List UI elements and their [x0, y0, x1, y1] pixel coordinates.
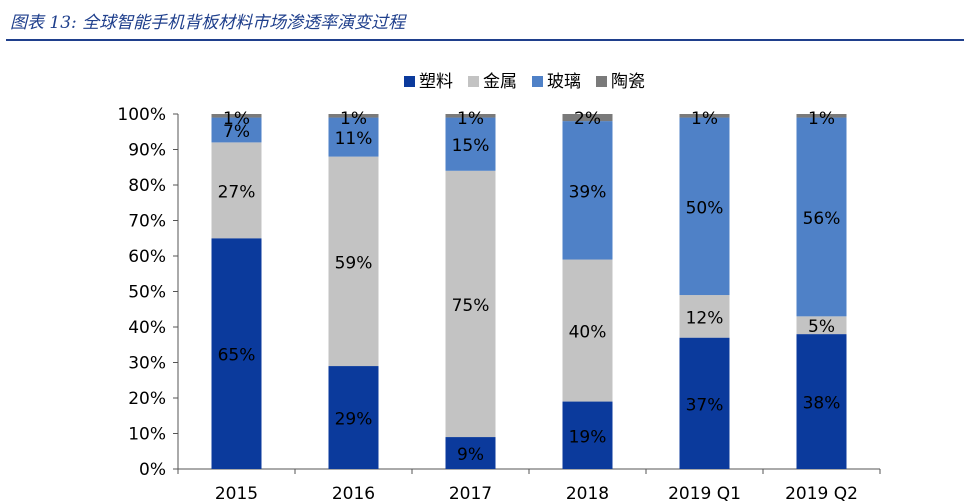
bar-segment	[328, 156, 379, 367]
bar-segment	[328, 366, 379, 469]
y-tick-label: 90%	[128, 141, 166, 161]
y-tick-label: 80%	[128, 176, 166, 196]
legend-label: 金属	[483, 72, 517, 92]
x-tick-label: 2015	[215, 484, 258, 502]
data-label: 29%	[335, 410, 373, 430]
data-label: 12%	[686, 308, 724, 328]
data-label: 65%	[218, 346, 256, 366]
bar-segment	[211, 238, 262, 469]
bar-segment	[445, 437, 496, 469]
data-label: 39%	[569, 182, 607, 202]
data-label: 56%	[803, 209, 841, 229]
bar-segment	[562, 259, 613, 402]
legend-swatch	[468, 76, 479, 87]
legend-swatch	[596, 76, 607, 87]
data-label: 9%	[457, 445, 484, 465]
legend-swatch	[532, 76, 543, 87]
data-label: 1%	[457, 109, 484, 129]
legend-label: 塑料	[419, 72, 453, 92]
data-label: 1%	[223, 109, 250, 129]
bar-segment	[562, 401, 613, 469]
data-label: 1%	[340, 109, 367, 129]
x-tick-label: 2018	[566, 484, 609, 502]
data-label: 40%	[569, 323, 607, 343]
y-tick-label: 0%	[139, 460, 166, 480]
bar-segment	[679, 117, 730, 296]
bar-segment	[211, 114, 262, 118]
data-label: 11%	[335, 129, 373, 149]
bar-segment	[562, 114, 613, 122]
data-label: 75%	[452, 296, 490, 316]
x-tick-label: 2016	[332, 484, 375, 502]
bar-segment	[328, 117, 379, 157]
bar-segment	[796, 117, 847, 317]
y-tick-label: 50%	[128, 283, 166, 303]
data-label: 59%	[335, 253, 373, 273]
bar-segment	[211, 142, 262, 239]
figure-title: 图表 13: 全球智能手机背板材料市场渗透率演变过程	[10, 13, 406, 33]
bar-segment	[562, 121, 613, 260]
y-axis: 0% 10% 20% 30% 40% 50% 60% 70% 80% 90% 100%	[117, 105, 179, 480]
data-label: 1%	[808, 109, 835, 129]
y-tick-label: 100%	[117, 105, 166, 125]
x-tick-label: 2019 Q2	[785, 484, 858, 502]
bar-segment	[328, 114, 379, 118]
chart-legend: 塑料 金属 玻璃 陶瓷	[404, 72, 645, 92]
data-label: 27%	[218, 182, 256, 202]
bar-segment	[679, 114, 730, 118]
data-label: 7%	[223, 122, 250, 142]
y-tick-label: 40%	[128, 318, 166, 338]
data-label: 38%	[803, 394, 841, 414]
x-tick-label: 2017	[449, 484, 492, 502]
bar-segment	[796, 334, 847, 469]
data-label: 2%	[574, 109, 601, 129]
legend-label: 陶瓷	[611, 72, 645, 92]
y-tick-label: 60%	[128, 247, 166, 267]
data-label: 15%	[452, 136, 490, 156]
data-label: 50%	[686, 198, 724, 218]
bar-segments	[211, 114, 847, 469]
bar-segment	[445, 170, 496, 438]
data-label: 1%	[691, 109, 718, 129]
bar-segment	[796, 316, 847, 335]
data-labels: 65%27%7%1%29%59%11%1%9%75%15%1%19%40%39%…	[218, 109, 841, 465]
legend-label: 玻璃	[547, 72, 581, 92]
y-tick-label: 10%	[128, 425, 166, 445]
bar-segment	[796, 114, 847, 118]
legend-swatch	[404, 76, 415, 87]
bar-segment	[679, 295, 730, 338]
data-label: 19%	[569, 427, 607, 447]
bar-segment	[211, 117, 262, 143]
y-tick-label: 20%	[128, 389, 166, 409]
y-tick-label: 30%	[128, 354, 166, 374]
data-label: 5%	[808, 317, 835, 337]
bar-segment	[445, 117, 496, 171]
data-label: 37%	[686, 395, 724, 415]
bar-segment	[445, 114, 496, 118]
title-rule	[6, 39, 964, 41]
y-tick-label: 70%	[128, 212, 166, 232]
bar-segment	[679, 337, 730, 469]
x-tick-label: 2019 Q1	[668, 484, 741, 502]
x-axis: 2015 2016 2017 2018 2019 Q1 2019 Q2	[177, 468, 881, 502]
